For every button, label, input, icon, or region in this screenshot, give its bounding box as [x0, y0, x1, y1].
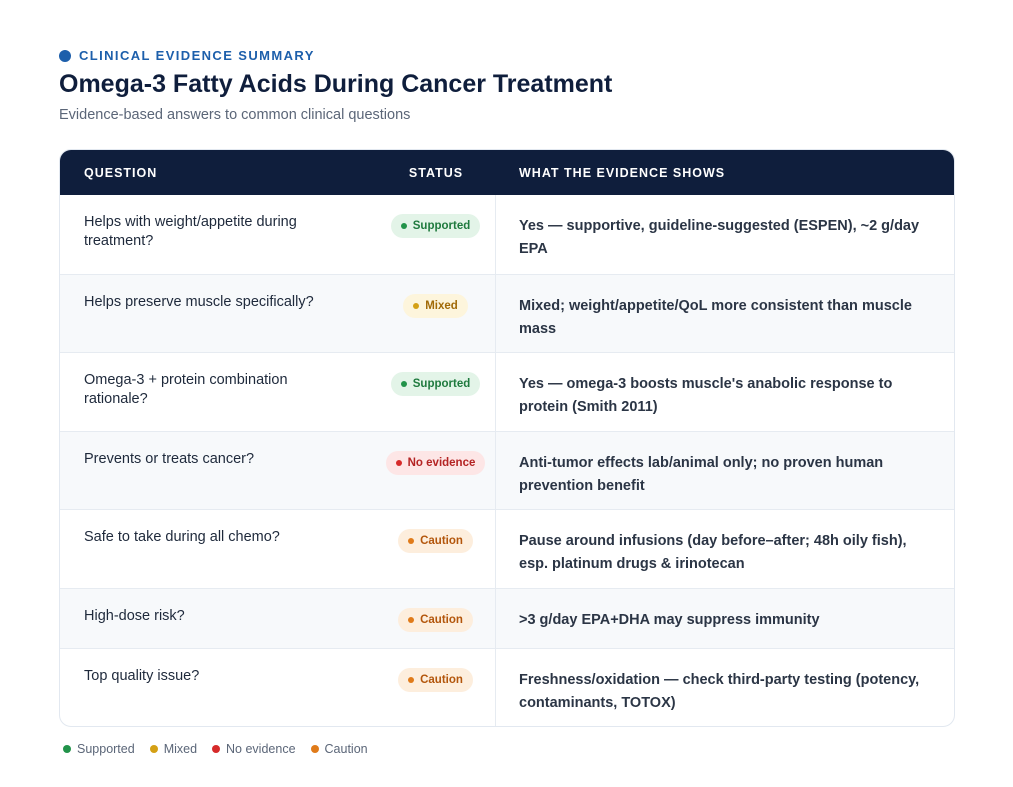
status-cell: No evidence — [376, 432, 496, 509]
table-header: QUESTION STATUS WHAT THE EVIDENCE SHOWS — [60, 150, 954, 195]
page-subtitle: Evidence-based answers to common clinica… — [59, 107, 411, 123]
status-label: Caution — [420, 614, 463, 626]
question-cell: Helps with weight/appetite during treatm… — [84, 214, 297, 249]
evidence-table: QUESTION STATUS WHAT THE EVIDENCE SHOWS … — [59, 149, 955, 727]
evidence-cell: Freshness/oxidation — check third-party … — [519, 672, 920, 711]
status-dot-icon — [395, 460, 402, 466]
status-label: Caution — [420, 535, 463, 547]
table-row: Top quality issue? Caution Freshness/oxida… — [60, 648, 954, 726]
legend-dot-icon — [63, 745, 71, 753]
status-dot-icon — [413, 303, 420, 309]
question-cell: High-dose risk? — [84, 608, 185, 624]
column-header-evidence: WHAT THE EVIDENCE SHOWS — [519, 165, 726, 180]
status-badge: Caution — [398, 608, 473, 632]
table-row: Helps with weight/appetite during treatm… — [60, 195, 954, 274]
table-row: Prevents or treats cancer? No evidence Ant… — [60, 431, 954, 509]
status-cell: Caution — [376, 589, 496, 648]
status-label: Supported — [412, 378, 471, 390]
table-row: Safe to take during all chemo? Caution Pau… — [60, 509, 954, 588]
legend-item: No evidence — [212, 742, 296, 756]
column-header-question: QUESTION — [84, 165, 158, 180]
legend-item: Caution — [310, 742, 368, 756]
eyebrow-text: CLINICAL EVIDENCE SUMMARY — [79, 48, 315, 63]
eyebrow: CLINICAL EVIDENCE SUMMARY — [59, 48, 315, 63]
table-body: Helps with weight/appetite during treatm… — [60, 195, 954, 726]
table-row: Helps preserve muscle specifically? Mixed… — [60, 274, 954, 352]
status-badge: Supported — [390, 214, 481, 238]
status-legend: Supported Mixed No evidence Caution — [63, 742, 383, 756]
table-row: Omega-3 + protein combination rationale?… — [60, 352, 954, 431]
status-cell: Supported — [376, 195, 496, 274]
column-header-status: STATUS — [408, 165, 464, 180]
page-title: Omega-3 Fatty Acids During Cancer Treatm… — [59, 70, 613, 98]
status-dot-icon — [408, 538, 415, 544]
legend-label: Supported — [77, 742, 135, 756]
status-cell: Caution — [376, 649, 496, 726]
question-cell: Prevents or treats cancer? — [84, 451, 255, 467]
status-cell: Caution — [376, 510, 496, 588]
status-label: Supported — [412, 220, 471, 232]
status-dot-icon — [408, 677, 415, 683]
legend-label: Mixed — [163, 742, 198, 756]
question-cell: Omega-3 + protein combination rationale? — [84, 372, 288, 407]
legend-dot-icon — [149, 745, 158, 753]
legend-dot-icon — [212, 745, 221, 753]
legend-label: Caution — [324, 742, 368, 756]
legend-item: Supported — [63, 742, 135, 756]
status-cell: Mixed — [376, 275, 496, 352]
status-label: Caution — [420, 674, 463, 686]
evidence-cell: Yes — omega-3 boosts muscle's anabolic r… — [519, 376, 893, 415]
evidence-cell: Pause around infusions (day before–after… — [519, 533, 907, 572]
question-cell: Safe to take during all chemo? — [84, 529, 280, 545]
legend-dot-icon — [310, 745, 319, 753]
legend-label: No evidence — [226, 742, 296, 756]
status-badge: Mixed — [403, 294, 468, 318]
evidence-cell: Yes — supportive, guideline-suggested (E… — [519, 218, 920, 257]
eyebrow-dot-icon — [59, 49, 71, 62]
table-row: High-dose risk? Caution >3 g/day EPA+DHA m… — [60, 588, 954, 648]
question-cell: Top quality issue? — [84, 668, 200, 684]
status-badge: Supported — [390, 372, 481, 396]
evidence-cell: Mixed; weight/appetite/QoL more consiste… — [519, 298, 912, 337]
status-badge: Caution — [398, 529, 473, 553]
status-badge: Caution — [398, 668, 473, 692]
status-dot-icon — [400, 381, 407, 387]
status-dot-icon — [400, 223, 407, 229]
legend-item: Mixed — [149, 742, 198, 756]
status-label: Mixed — [425, 300, 458, 312]
evidence-cell: Anti-tumor effects lab/animal only; no p… — [519, 455, 884, 494]
status-cell: Supported — [376, 353, 496, 431]
evidence-cell: >3 g/day EPA+DHA may suppress immunity — [519, 612, 820, 628]
status-dot-icon — [408, 617, 415, 623]
question-cell: Helps preserve muscle specifically? — [84, 294, 314, 310]
status-badge: No evidence — [385, 451, 486, 475]
status-label: No evidence — [407, 457, 476, 469]
